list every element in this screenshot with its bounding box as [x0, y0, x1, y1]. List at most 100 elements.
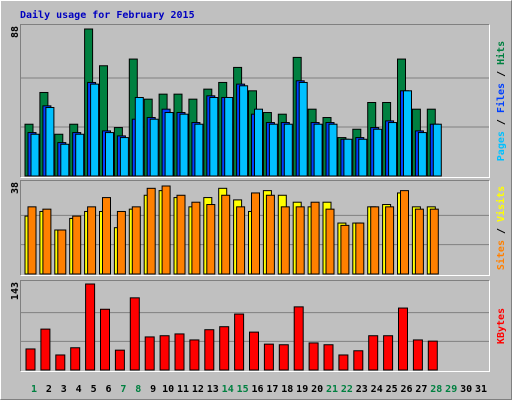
bar	[90, 83, 100, 177]
x-tick-label: 1	[31, 384, 37, 395]
x-tick-label: 5	[91, 384, 97, 395]
bar	[268, 123, 278, 177]
bar	[206, 204, 216, 275]
legend-entry: KBytes	[496, 308, 507, 344]
bar	[100, 308, 110, 371]
x-tick-label: 21	[326, 384, 338, 395]
bar	[429, 208, 439, 275]
legend-entry: Pages	[496, 131, 507, 161]
bar	[254, 108, 263, 177]
plot-bevel	[20, 180, 490, 276]
bar	[204, 329, 215, 371]
bar	[209, 96, 219, 177]
bar	[221, 194, 231, 275]
x-tick-label: 27	[415, 384, 427, 395]
bar	[383, 335, 394, 371]
x-tick-label: 20	[311, 384, 323, 395]
x-tick-label: 22	[341, 384, 353, 395]
bar	[368, 335, 379, 371]
bar	[45, 107, 55, 177]
bar	[164, 112, 174, 177]
bar	[293, 306, 304, 371]
bar	[129, 297, 140, 371]
bar	[102, 197, 111, 275]
bar	[87, 206, 97, 275]
x-tick-label: 6	[105, 384, 111, 395]
bar	[131, 206, 141, 275]
bar	[30, 133, 40, 177]
bar	[189, 339, 200, 371]
bar	[308, 342, 319, 371]
legend-separator: /	[496, 65, 507, 83]
bar	[310, 201, 320, 275]
bar	[70, 347, 81, 371]
bar	[280, 206, 290, 275]
bar	[191, 201, 201, 275]
legend-entry: Visits	[495, 186, 507, 222]
bar	[414, 208, 424, 275]
bar	[388, 122, 398, 177]
x-tick-label: 18	[281, 384, 293, 395]
bar	[159, 335, 170, 371]
x-tick-label: 9	[150, 384, 156, 395]
legend: Pages / Files / Hits	[495, 41, 507, 161]
plot-bevel	[20, 24, 490, 178]
bar	[134, 96, 144, 177]
bar	[72, 215, 82, 275]
bar	[119, 137, 129, 177]
bar	[234, 313, 245, 371]
bar	[194, 123, 204, 177]
bar	[146, 187, 156, 275]
bar	[236, 206, 246, 275]
bar	[27, 206, 37, 275]
x-tick-label: 23	[356, 384, 368, 395]
legend-separator: /	[496, 222, 507, 240]
bar	[219, 326, 230, 371]
bar	[283, 123, 293, 177]
bar	[403, 90, 412, 177]
bar	[174, 333, 185, 371]
bar	[116, 210, 126, 275]
bar	[114, 349, 125, 371]
bar	[278, 344, 289, 371]
plot-bevel	[20, 280, 490, 372]
x-tick-label: 25	[386, 384, 398, 395]
legend-entry: Sites	[495, 240, 507, 270]
bar	[295, 206, 305, 275]
bar	[179, 113, 189, 177]
bar	[105, 132, 114, 177]
legend: Sites / Visits	[495, 186, 507, 270]
bar	[427, 340, 438, 371]
bar	[251, 192, 260, 275]
x-tick-label: 2	[46, 384, 52, 395]
x-tick-label: 28	[430, 384, 442, 395]
bar	[340, 224, 350, 275]
bar	[343, 138, 353, 177]
legend-entry: Hits	[495, 41, 507, 65]
x-tick-label: 15	[237, 384, 249, 395]
bar	[75, 133, 85, 177]
bar	[373, 128, 383, 177]
bar	[338, 354, 349, 371]
plot-bevel	[20, 180, 490, 276]
bar	[263, 343, 274, 371]
y-tick-label: 143	[10, 282, 21, 300]
bar	[57, 229, 67, 275]
x-tick-label: 14	[222, 384, 234, 395]
x-tick-label: 3	[61, 384, 67, 395]
x-tick-label: 29	[445, 384, 457, 395]
bar	[417, 132, 427, 177]
bar	[325, 208, 335, 275]
bar	[323, 344, 334, 371]
x-tick-label: 31	[475, 384, 487, 395]
legend: KBytes	[496, 308, 507, 344]
x-tick-label: 26	[400, 384, 412, 395]
chart-title: Daily usage for February 2015	[20, 9, 195, 21]
bar	[25, 348, 36, 371]
x-tick-label: 8	[135, 384, 141, 395]
bar	[400, 190, 409, 275]
x-tick-label: 13	[207, 384, 219, 395]
bar	[249, 331, 259, 371]
x-tick-label: 17	[266, 384, 278, 395]
